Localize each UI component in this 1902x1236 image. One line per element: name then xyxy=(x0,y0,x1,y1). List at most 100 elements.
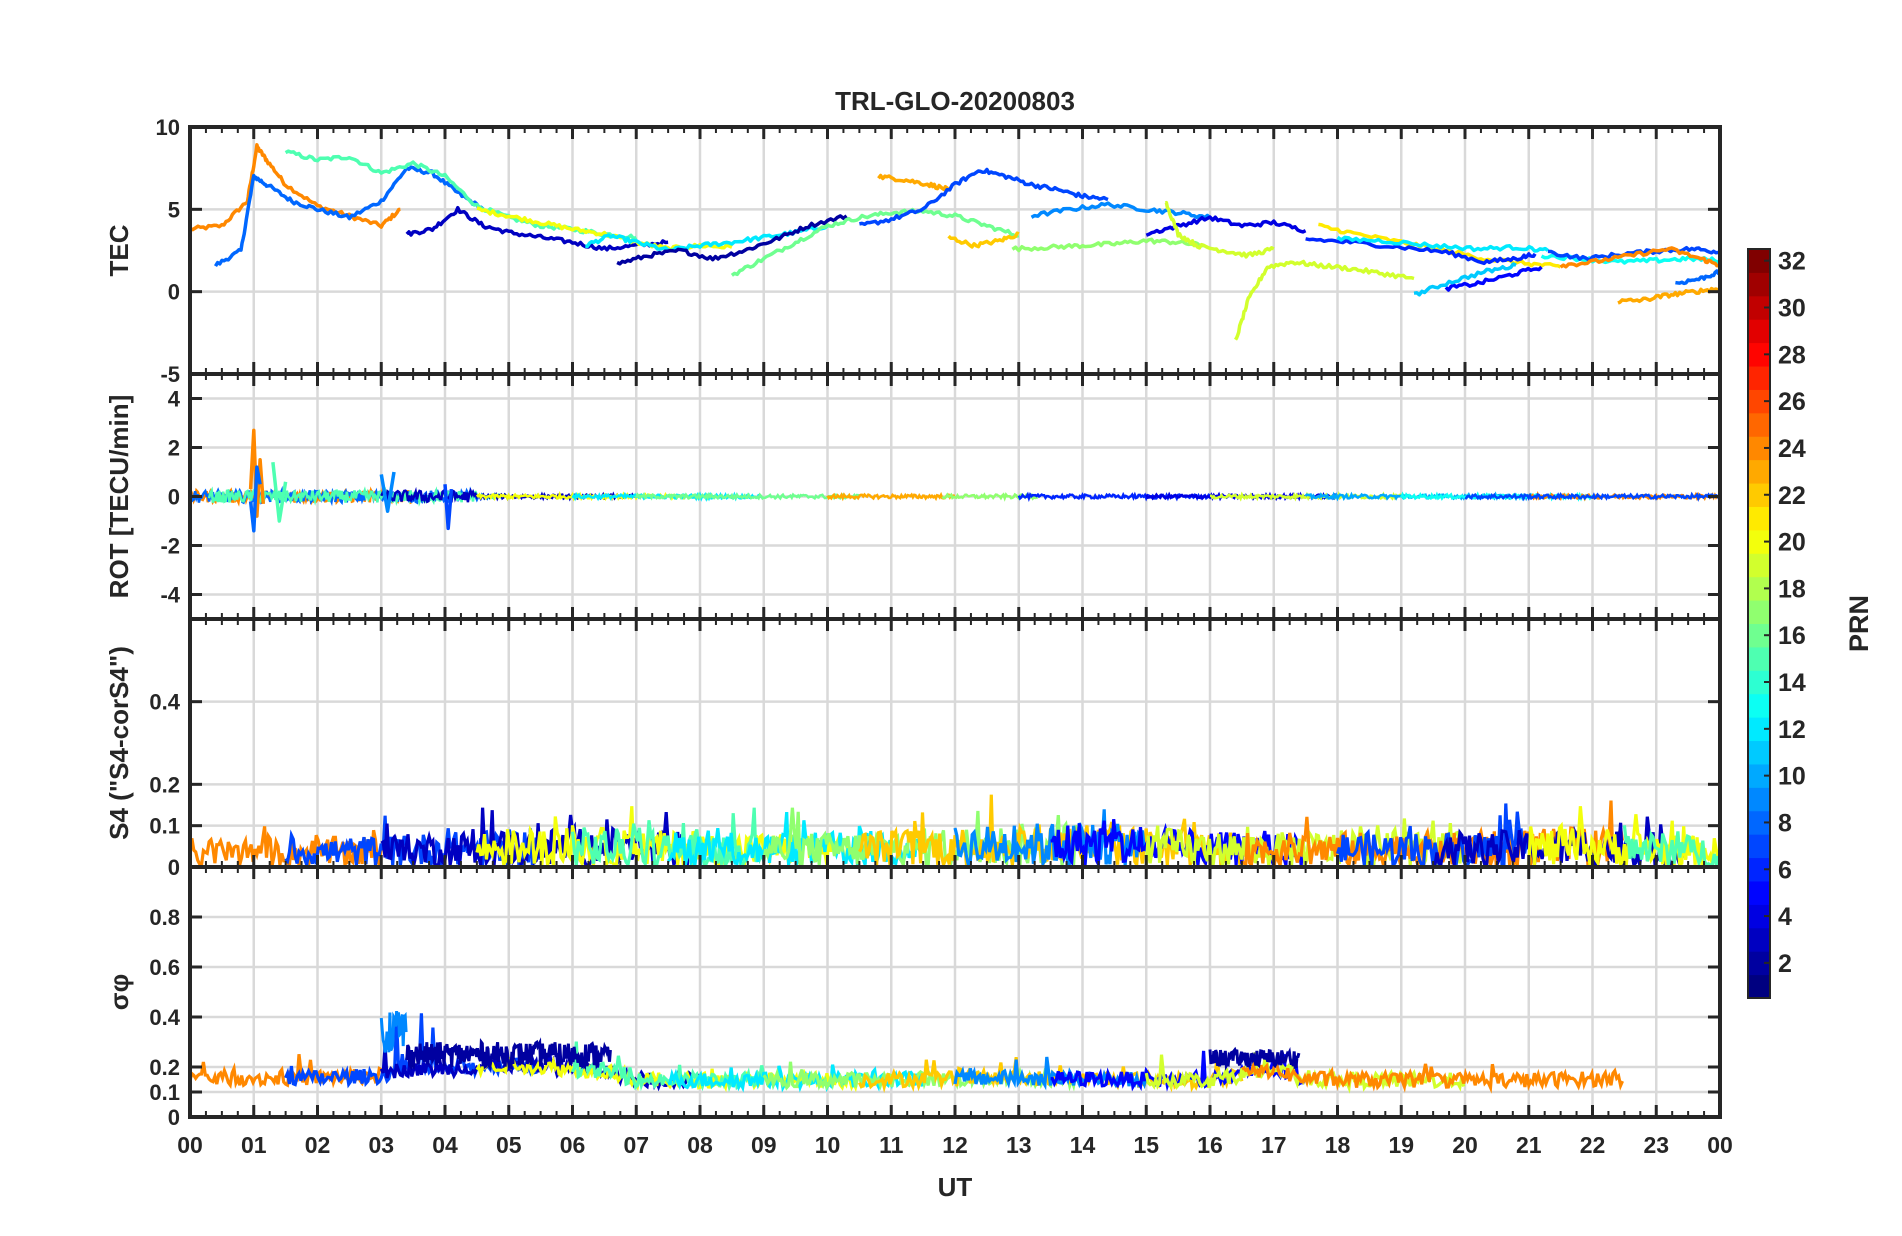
series-prn-2 xyxy=(1208,1046,1301,1071)
colorbar-tick-label: 18 xyxy=(1778,575,1806,603)
colorbar-swatch xyxy=(1748,249,1770,273)
series-prn-5 xyxy=(1444,265,1543,292)
colorbar-swatch xyxy=(1748,529,1770,554)
series-prn-8 xyxy=(1675,269,1720,286)
series-group xyxy=(190,1011,1624,1094)
colorbar-swatch xyxy=(1748,506,1770,531)
y-tick-label: 0.1 xyxy=(149,814,180,839)
chart-title: TRL-GLO-20200803 xyxy=(835,86,1075,116)
series-prn-7 xyxy=(443,484,454,531)
series-prn-8 xyxy=(248,465,262,533)
colorbar-swatch xyxy=(1748,576,1770,601)
colorbar-swatch xyxy=(1748,366,1770,390)
colorbar-swatch xyxy=(1748,412,1770,437)
series-prn-12 xyxy=(667,1064,925,1093)
series-prn-22 xyxy=(947,231,1020,249)
colorbar-swatch xyxy=(1748,623,1770,648)
series-prn-23 xyxy=(1617,286,1720,305)
series-prn-9 xyxy=(1030,201,1212,220)
series-prn-9 xyxy=(379,471,396,513)
x-tick-label: 21 xyxy=(1516,1132,1542,1158)
series-prn-16 xyxy=(730,207,1020,277)
panel-sigma_phi: 00.10.2 0.4 0.6 0.8 σφ 00 01 02 03 04 05 06 07 08 09 10… xyxy=(104,865,1733,1158)
x-tick-label: 03 xyxy=(368,1132,394,1158)
colorbar-swatch xyxy=(1748,951,1770,976)
colorbar-tick-label: 8 xyxy=(1778,809,1792,837)
colorbar-tick-label: 6 xyxy=(1778,856,1792,884)
series-prn-19 xyxy=(1164,200,1275,259)
colorbar-tick-label: 16 xyxy=(1778,622,1806,650)
rot-series-prn-23 xyxy=(826,491,957,502)
colorbar-tick-label: 12 xyxy=(1778,716,1806,744)
y-tick-label: 0 xyxy=(168,280,180,305)
y-tick-label: 0.8 xyxy=(149,905,180,930)
x-tick-label: 02 xyxy=(305,1132,331,1158)
y-tick-label: 0.1 xyxy=(149,1080,180,1105)
series-prn-9 xyxy=(379,1011,408,1053)
colorbar-swatch xyxy=(1748,974,1770,999)
series-prn-2 xyxy=(405,1037,612,1072)
panel-ROT: -4 -2 0 2 4 ROT [TECU/min] xyxy=(104,372,1722,621)
colorbar-swatch xyxy=(1748,810,1770,835)
colorbar-swatch xyxy=(1748,740,1770,765)
y-tick-label: -5 xyxy=(160,362,180,387)
series-prn-12 xyxy=(1336,235,1549,253)
colorbar-tick-label: 22 xyxy=(1778,482,1806,510)
y-tick-label: 0.4 xyxy=(149,1005,180,1030)
colorbar-swatch xyxy=(1748,436,1770,461)
colorbar-swatch xyxy=(1748,670,1770,695)
series-prn-20 xyxy=(476,206,733,253)
colorbar-tick-label: 30 xyxy=(1778,295,1806,323)
x-tick-label: 11 xyxy=(879,1132,904,1158)
x-axis-label: UT xyxy=(938,1172,973,1202)
series-prn-15 xyxy=(1622,825,1720,867)
y-tick-label: 0.2 xyxy=(149,1055,180,1080)
y-tick-label: 0.4 xyxy=(149,690,180,715)
x-tick-label: 00 xyxy=(1707,1132,1733,1158)
x-tick-label: 09 xyxy=(751,1132,777,1158)
series-prn-17 xyxy=(1011,237,1204,253)
colorbar-swatch xyxy=(1748,459,1770,484)
colorbar-tick-label: 14 xyxy=(1778,669,1806,697)
y-tick-label: 10 xyxy=(156,115,180,140)
colorbar-swatch xyxy=(1748,319,1770,344)
x-tick-label: 16 xyxy=(1197,1132,1223,1158)
rot-series-prn-6 xyxy=(1017,491,1211,503)
x-tick-label: 07 xyxy=(623,1132,649,1158)
colorbar-swatch xyxy=(1748,272,1770,297)
colorbar-swatch xyxy=(1748,880,1770,905)
rot-series-prn-7 xyxy=(1464,491,1720,502)
colorbar-tick-label: 4 xyxy=(1778,903,1792,931)
series-group xyxy=(190,794,1720,867)
colorbar-label: PRN xyxy=(1844,595,1874,652)
series-prn-19 xyxy=(1234,259,1415,341)
series-prn-24 xyxy=(190,143,401,232)
colorbar-tick-label: 20 xyxy=(1778,529,1806,557)
colorbar-swatch xyxy=(1748,787,1770,812)
x-tick-label: 00 xyxy=(177,1132,203,1158)
series-prn-24 xyxy=(248,428,266,518)
colorbar-swatch xyxy=(1748,693,1770,718)
series-prn-15 xyxy=(271,462,288,523)
series-prn-20 xyxy=(1527,806,1720,867)
series-prn-2 xyxy=(616,214,848,266)
series-prn-24 xyxy=(1241,1057,1624,1094)
colorbar-swatch xyxy=(1748,389,1770,414)
panel-S4: 0 0.1 0.2 0.4 S4 ("S4-corS4") xyxy=(104,617,1722,880)
y-tick-label: 2 xyxy=(168,436,180,461)
y-tick-label: 5 xyxy=(168,197,180,222)
colorbar-swatch xyxy=(1748,646,1770,671)
x-tick-label: 01 xyxy=(241,1132,267,1158)
colorbar-tick-label: 28 xyxy=(1778,341,1806,369)
x-tick-label: 15 xyxy=(1133,1132,1159,1158)
series-prn-24 xyxy=(1559,246,1720,269)
x-tick-label: 18 xyxy=(1325,1132,1351,1158)
colorbar-swatch xyxy=(1748,857,1770,882)
colorbar-swatch xyxy=(1748,553,1770,578)
x-tick-label: 22 xyxy=(1580,1132,1606,1158)
y-tick-label: 0 xyxy=(168,855,180,880)
y-axis-label: ROT [TECU/min] xyxy=(104,395,134,599)
x-tick-label: 23 xyxy=(1643,1132,1669,1158)
